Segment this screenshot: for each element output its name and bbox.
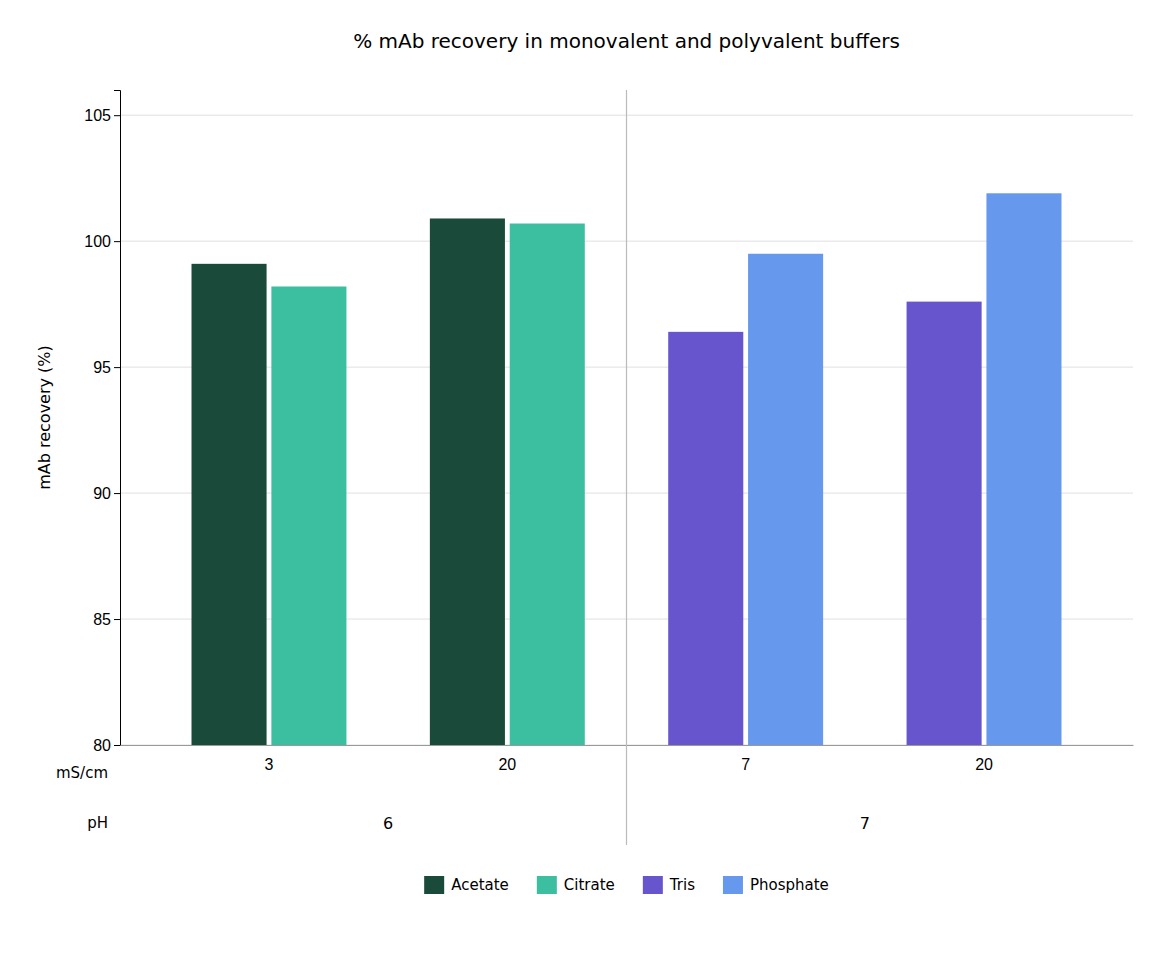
y-tick-mark: [114, 115, 120, 116]
y-tick: 80: [93, 737, 120, 754]
legend-swatch: [643, 876, 663, 894]
bar: [668, 332, 743, 745]
legend-label: Acetate: [451, 876, 509, 894]
x-tick: 7: [741, 756, 750, 773]
y-tick-label: 105: [84, 107, 111, 124]
legend-label: Phosphate: [750, 876, 829, 894]
x-tick-label: 20: [498, 756, 516, 773]
y-tick-label: 85: [93, 611, 111, 628]
legend-label: Tris: [669, 876, 695, 894]
chart: 80 85 90 95 100 105 3 20 7 20 mS/cm 6 7 pH mAb recover…: [0, 0, 1173, 955]
bar: [986, 193, 1061, 745]
x-tick: 20: [498, 756, 516, 773]
y-axis: 80 85 90 95 100 105: [84, 91, 120, 754]
x-tick-label: 3: [265, 756, 274, 773]
y-tick-label: 80: [93, 737, 111, 754]
legend-item: Phosphate: [723, 876, 829, 894]
y-tick: 100: [84, 233, 120, 250]
legend-item: Acetate: [424, 876, 509, 894]
legend-swatch: [424, 876, 444, 894]
legend-item: Citrate: [537, 876, 615, 894]
title: % mAb recovery in monovalent and polyval…: [353, 29, 900, 53]
y-tick: 85: [93, 611, 120, 628]
bar: [907, 302, 982, 745]
y-tick-label: 100: [84, 233, 111, 250]
bar: [192, 264, 267, 745]
bar: [748, 254, 823, 745]
y-tick-mark: [114, 619, 120, 620]
y-tick: 105: [84, 107, 120, 124]
group-divider: [626, 90, 627, 845]
plot: 80 85 90 95 100 105 3 20 7 20 mS/cm 6 7 pH mAb recover…: [35, 90, 1134, 845]
legend-swatch: [537, 876, 557, 894]
x-tick: 3: [265, 756, 274, 773]
x-tick-label: 7: [741, 756, 750, 773]
y-axis-label: mAb recovery (%): [35, 345, 54, 490]
y-tick-label: 95: [93, 359, 111, 376]
y-tick-mark: [114, 745, 120, 746]
group-label: 6: [383, 814, 393, 833]
bar: [510, 224, 585, 745]
group-axis-label: pH: [87, 814, 108, 832]
y-tick-label: 90: [93, 485, 111, 502]
legend-swatch: [723, 876, 743, 894]
legend-item: Tris: [643, 876, 695, 894]
legend-label: Citrate: [564, 876, 615, 894]
y-tick: 90: [93, 485, 120, 502]
x-tick-label: 20: [975, 756, 993, 773]
y-axis-line: [114, 91, 121, 746]
y-tick-mark: [114, 367, 120, 368]
y-tick: 95: [93, 359, 120, 376]
group-label: 7: [860, 814, 870, 833]
bar: [271, 287, 346, 746]
x-axis-label: mS/cm: [56, 764, 108, 782]
y-tick-mark: [114, 493, 120, 494]
bar: [430, 218, 505, 745]
x-tick: 20: [975, 756, 993, 773]
legend: Acetate Citrate Tris Phosphate: [424, 876, 829, 894]
y-tick-mark: [114, 241, 120, 242]
